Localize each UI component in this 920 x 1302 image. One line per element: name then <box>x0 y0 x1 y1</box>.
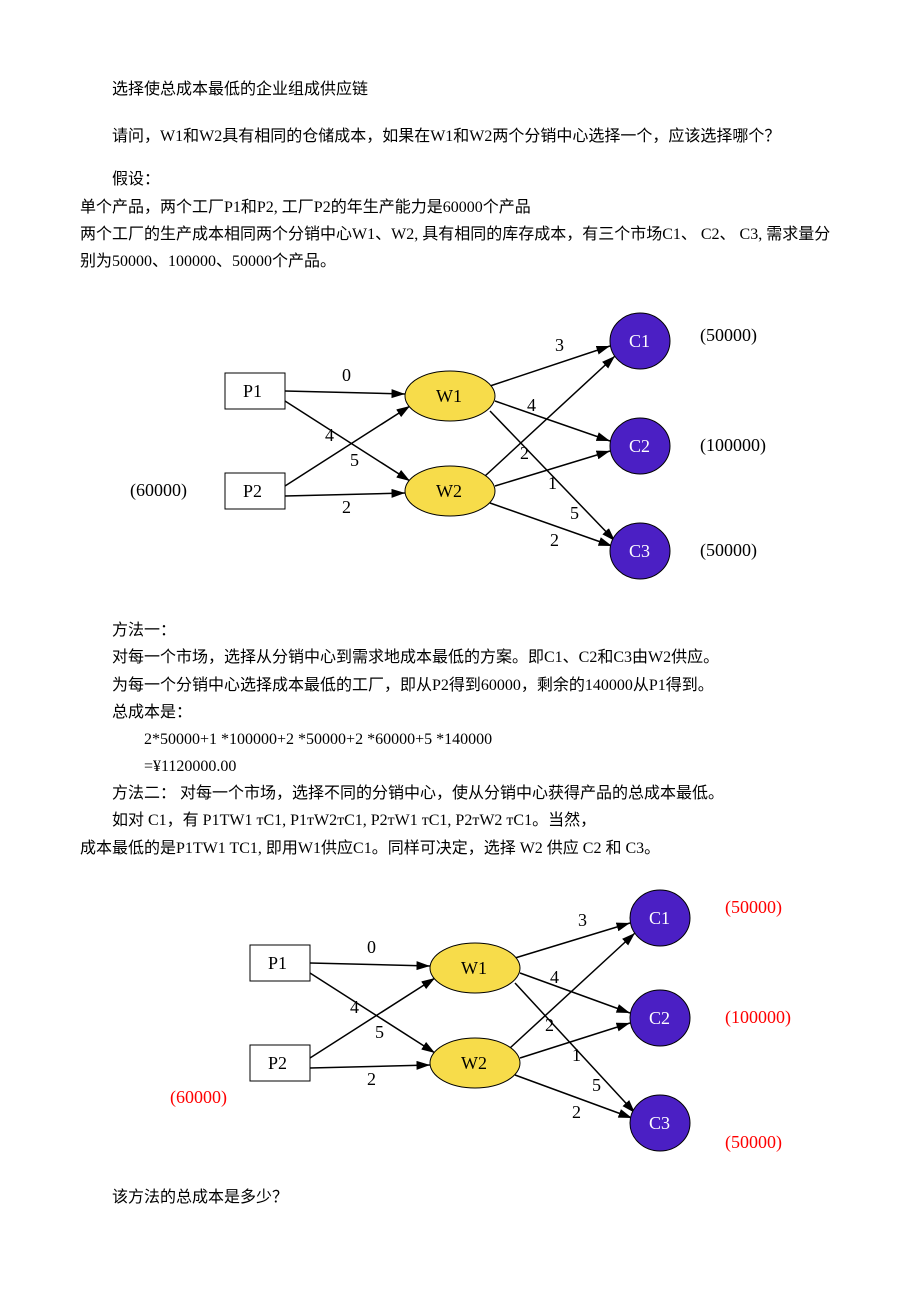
final-question: 该方法的总成本是多少？ <box>80 1184 840 1211</box>
assume-label: 假设： <box>80 166 840 193</box>
node-w1-label: W1 <box>436 386 462 406</box>
d2-edge-w1c3: 5 <box>592 1075 601 1095</box>
supply-chain-diagram-1: 0 4 5 2 3 4 5 2 1 2 P1 P2 W1 W2 C1 C2 C3… <box>80 291 840 601</box>
d2-node-p2-label: P2 <box>268 1053 287 1073</box>
d2-node-w1-label: W1 <box>461 958 487 978</box>
edge-label-w2c3: 2 <box>550 530 559 550</box>
question-paragraph: 请问，W1和W2具有相同的仓储成本，如果在W1和W2两个分销中心选择一个，应该选… <box>80 123 840 150</box>
method1-calc1: 2*50000+1 *100000+2 *50000+2 *60000+5 *1… <box>80 726 840 753</box>
d2-edge-w2c1: 2 <box>545 1015 554 1035</box>
node-c2-label: C2 <box>629 436 650 456</box>
d2-node-c2-label: C2 <box>649 1008 670 1028</box>
edge-label-w1c1: 3 <box>555 335 564 355</box>
method2-p1: 如对 C1，有 P1TW1 тC1, P1тW2тC1, P2тW1 тC1, … <box>80 807 840 834</box>
d2-cap-c2: (100000) <box>725 1007 791 1028</box>
edge-label-w2c2: 1 <box>548 473 557 493</box>
d2-edge-w1c1: 3 <box>578 910 587 930</box>
d2-cap-c1: (50000) <box>725 897 782 918</box>
d2-edge-w2c3: 2 <box>572 1102 581 1122</box>
edge-label-w1c3: 5 <box>570 503 579 523</box>
d2-edge-p1w2: 4 <box>350 997 359 1017</box>
method2-p2: 成本最低的是P1TW1 TC1, 即用W1供应C1。同样可决定，选择 W2 供应… <box>80 835 840 862</box>
node-c3-label: C3 <box>629 541 650 561</box>
supply-chain-diagram-2: 0 4 5 2 3 4 5 2 1 2 P1 P2 W1 W2 C1 C2 C3… <box>140 878 900 1168</box>
d2-cap-c3: (50000) <box>725 1132 782 1153</box>
d2-node-w2-label: W2 <box>461 1053 487 1073</box>
edge-label-w2c1: 2 <box>520 443 529 463</box>
method1-p1: 对每一个市场，选择从分销中心到需求地成本最低的方案。即C1、C2和C3由W2供应… <box>80 644 840 671</box>
assume-line2: 两个工厂的生产成本相同两个分销中心W1、W2, 具有相同的库存成本，有三个市场C… <box>80 221 840 275</box>
node-p1-label: P1 <box>243 381 262 401</box>
assume-line1: 单个产品，两个工厂P1和P2, 工厂P2的年生产能力是60000个产品 <box>80 194 840 221</box>
method1-cost-label: 总成本是： <box>80 699 840 726</box>
d2-node-p1-label: P1 <box>268 953 287 973</box>
d2-node-c3-label: C3 <box>649 1113 670 1133</box>
question-text: 请问，W1和W2具有相同的仓储成本，如果在W1和W2两个分销中心选择一个，应该选… <box>112 128 780 145</box>
node-w2-label: W2 <box>436 481 462 501</box>
method1-p2: 为每一个分销中心选择成本最低的工厂，即从P2得到60000，剩余的140000从… <box>80 672 840 699</box>
edge-label-p2w2: 2 <box>342 497 351 517</box>
edge-label-p1w2: 4 <box>325 425 334 445</box>
node-p2-label: P2 <box>243 481 262 501</box>
page-title: 选择使总成本最低的企业组成供应链 <box>80 76 840 103</box>
d2-edge-p1w1: 0 <box>367 937 376 957</box>
d2-edge-w1c2: 4 <box>550 967 559 987</box>
cap-p2: (60000) <box>130 480 187 501</box>
d2-edge-w2c2: 1 <box>572 1045 581 1065</box>
cap-c3: (50000) <box>700 540 757 561</box>
method1-title: 方法一： <box>80 617 840 644</box>
d2-node-c1-label: C1 <box>649 908 670 928</box>
cap-c1: (50000) <box>700 325 757 346</box>
method2-title: 方法二： 对每一个市场，选择不同的分销中心，使从分销中心获得产品的总成本最低。 <box>80 780 840 807</box>
edge-label-p2w1: 5 <box>350 450 359 470</box>
edge-label-p1w1: 0 <box>342 365 351 385</box>
d2-edge-p2w1: 5 <box>375 1022 384 1042</box>
method1-calc2: =¥1120000.00 <box>80 753 840 780</box>
cap-c2: (100000) <box>700 435 766 456</box>
edge-label-w1c2: 4 <box>527 395 536 415</box>
node-c1-label: C1 <box>629 331 650 351</box>
d2-cap-p2: (60000) <box>170 1087 227 1108</box>
d2-edge-p2w2: 2 <box>367 1069 376 1089</box>
